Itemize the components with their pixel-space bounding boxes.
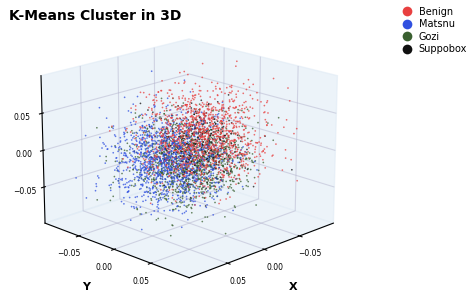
Legend: Benign, Matsnu, Gozi, Suppobox: Benign, Matsnu, Gozi, Suppobox (395, 5, 469, 56)
Text: K-Means Cluster in 3D: K-Means Cluster in 3D (9, 9, 182, 23)
Y-axis label: Y: Y (82, 282, 90, 292)
X-axis label: X: X (288, 282, 297, 292)
